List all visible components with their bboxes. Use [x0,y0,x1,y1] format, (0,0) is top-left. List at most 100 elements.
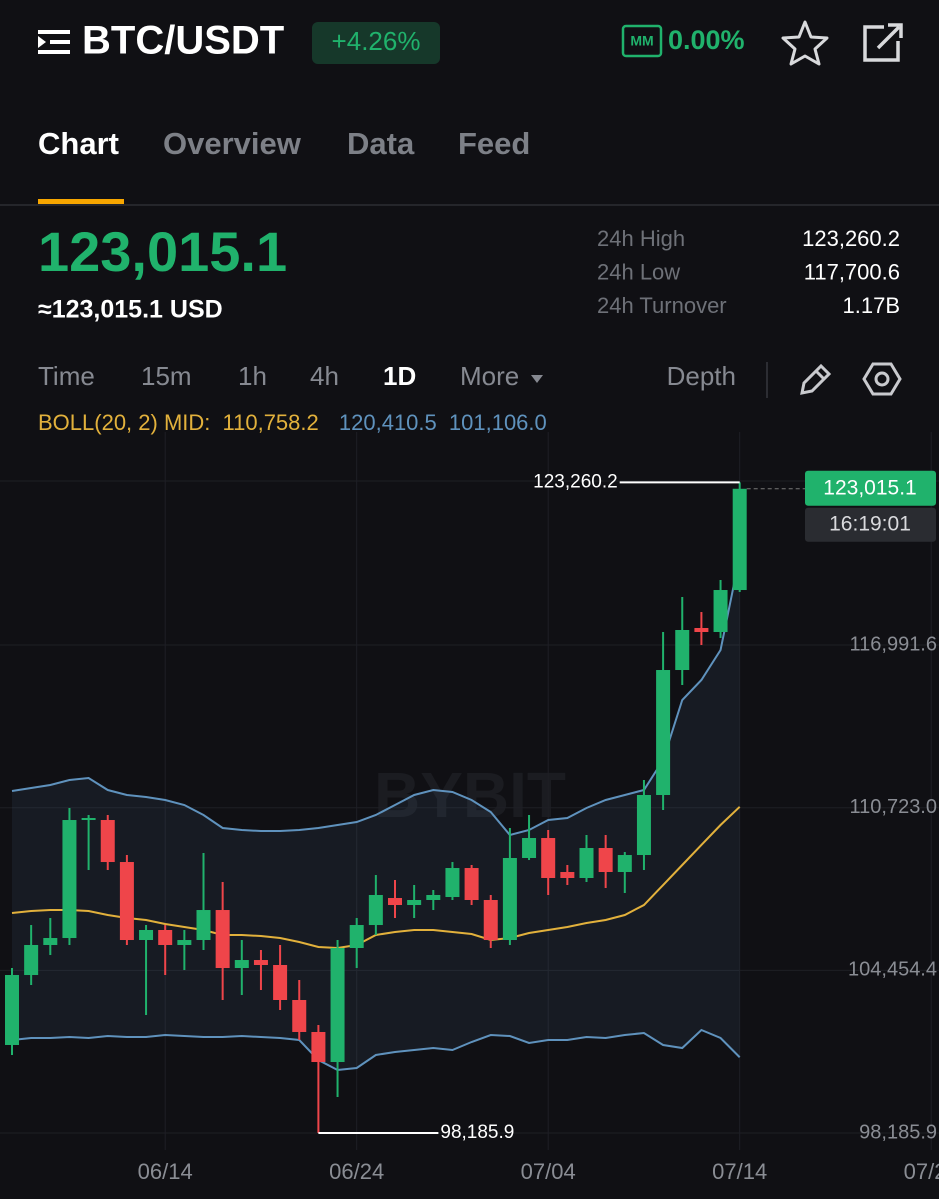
interval[interactable]: 1D [383,361,416,391]
candle-body [617,855,632,873]
candle-body [177,940,192,945]
candle-body [675,630,690,671]
active-tab-indicator [38,199,124,204]
boll-mid: 110,758.2 [223,410,319,435]
candle-body [100,820,115,863]
y-tick-label: 104,454.4 [848,959,937,981]
stat-value: 117,700.6 [804,259,900,284]
interval[interactable]: Time [38,361,95,391]
candle-body [292,1000,307,1032]
tab[interactable]: Data [347,126,415,161]
candle-body [732,488,747,591]
candle-body [24,944,39,976]
mm-badge: MM [630,33,653,49]
stat-value: 1.17B [843,293,901,318]
candle-body [368,894,383,926]
candle-body [62,820,77,939]
candle-body [636,794,651,856]
settings-icon[interactable] [862,362,902,396]
last-price: 123,015.1 [38,220,287,283]
change: +4.26% [332,26,421,56]
countdown-tag [805,507,936,542]
boll-title: BOLL(20, 2) MID: [38,410,210,435]
interval[interactable]: More [460,361,519,391]
stat-label: 24h Turnover [597,293,727,318]
y-tick-label: 110,723.0 [850,796,938,818]
watermark: BYBIT [374,759,566,831]
boll-line [11,556,741,837]
share-icon[interactable] [863,23,903,62]
boll-line [11,1028,741,1072]
candle-body [196,910,211,941]
candle-body [119,862,134,941]
price-tag [805,470,936,506]
candle-body [388,898,402,906]
candle-body [483,900,498,941]
candle-body [81,818,96,821]
low-label: 98,185.9 [440,1122,514,1143]
tab[interactable]: Overview [163,126,302,161]
candle-body [713,590,728,632]
stat-value: 123,260.2 [802,226,900,251]
x-tick-label: 06/14 [138,1159,193,1184]
mm-icon[interactable] [621,24,663,58]
candle-body [560,872,575,878]
x-tick-label: 07/24 [904,1159,939,1184]
y-tick-label: 98,185.9 [859,1121,937,1143]
separator [766,362,768,398]
candle-body [502,857,517,941]
divider [0,204,939,206]
tab[interactable]: Chart [38,126,119,161]
star-icon[interactable] [781,20,829,66]
price-tag-text: 123,015.1 [823,476,916,499]
stat-label: 24h Low [597,259,680,284]
menu-icon[interactable] [38,30,70,54]
x-tick-label: 07/14 [712,1159,767,1184]
candle-body [598,848,613,873]
candle-body [464,868,479,901]
interval[interactable]: 1h [238,361,267,391]
candle-body [330,948,345,1063]
candle-body [426,894,441,901]
draw-icon[interactable] [800,363,832,395]
y-tick-label: 116,991.6 [850,633,938,655]
candle-body [253,960,268,965]
candle-body [445,868,460,898]
boll-upper: 120,410.5 [339,410,437,435]
candle-body [273,964,288,1001]
candle-body [215,910,230,969]
symbol[interactable]: BTC/USDT [82,19,284,63]
interval[interactable]: 4h [310,361,339,391]
stat-label: 24h High [597,226,685,251]
usd-price: ≈123,015.1 USD [38,296,223,324]
candle-body [656,670,671,795]
candle-body [541,838,556,878]
candle-body [407,900,422,906]
change-badge [312,22,440,64]
boll-lower: 101,106.0 [449,410,547,435]
x-tick-label: 06/24 [329,1159,384,1184]
high-label: 123,260.2 [533,471,618,492]
candle-body [43,938,58,945]
candle-body [234,960,249,969]
candle-body [5,975,19,1045]
candle-body [522,838,537,858]
countdown: 16:19:01 [829,512,911,535]
candle-body [158,929,173,945]
x-tick-label: 07/04 [521,1159,576,1184]
candle-body [579,848,594,878]
interval[interactable]: 15m [141,361,192,391]
mm-value: 0.00% [668,25,745,55]
candle-body [694,628,709,632]
candle-body [311,1031,326,1063]
chart: BYBIT 06/14 06/24 07/04 07/14 07/24 123,260.2 9… [0,432,939,1184]
boll-band [12,556,740,1071]
dropdown-arrow [531,375,543,383]
tab[interactable]: Feed [458,126,530,161]
candle-body [349,925,364,949]
depth[interactable]: Depth [667,361,736,391]
boll-legend: BOLL(20, 2) MID: 110,758.2 120,410.5 101… [38,410,547,435]
candle-body [139,929,154,941]
